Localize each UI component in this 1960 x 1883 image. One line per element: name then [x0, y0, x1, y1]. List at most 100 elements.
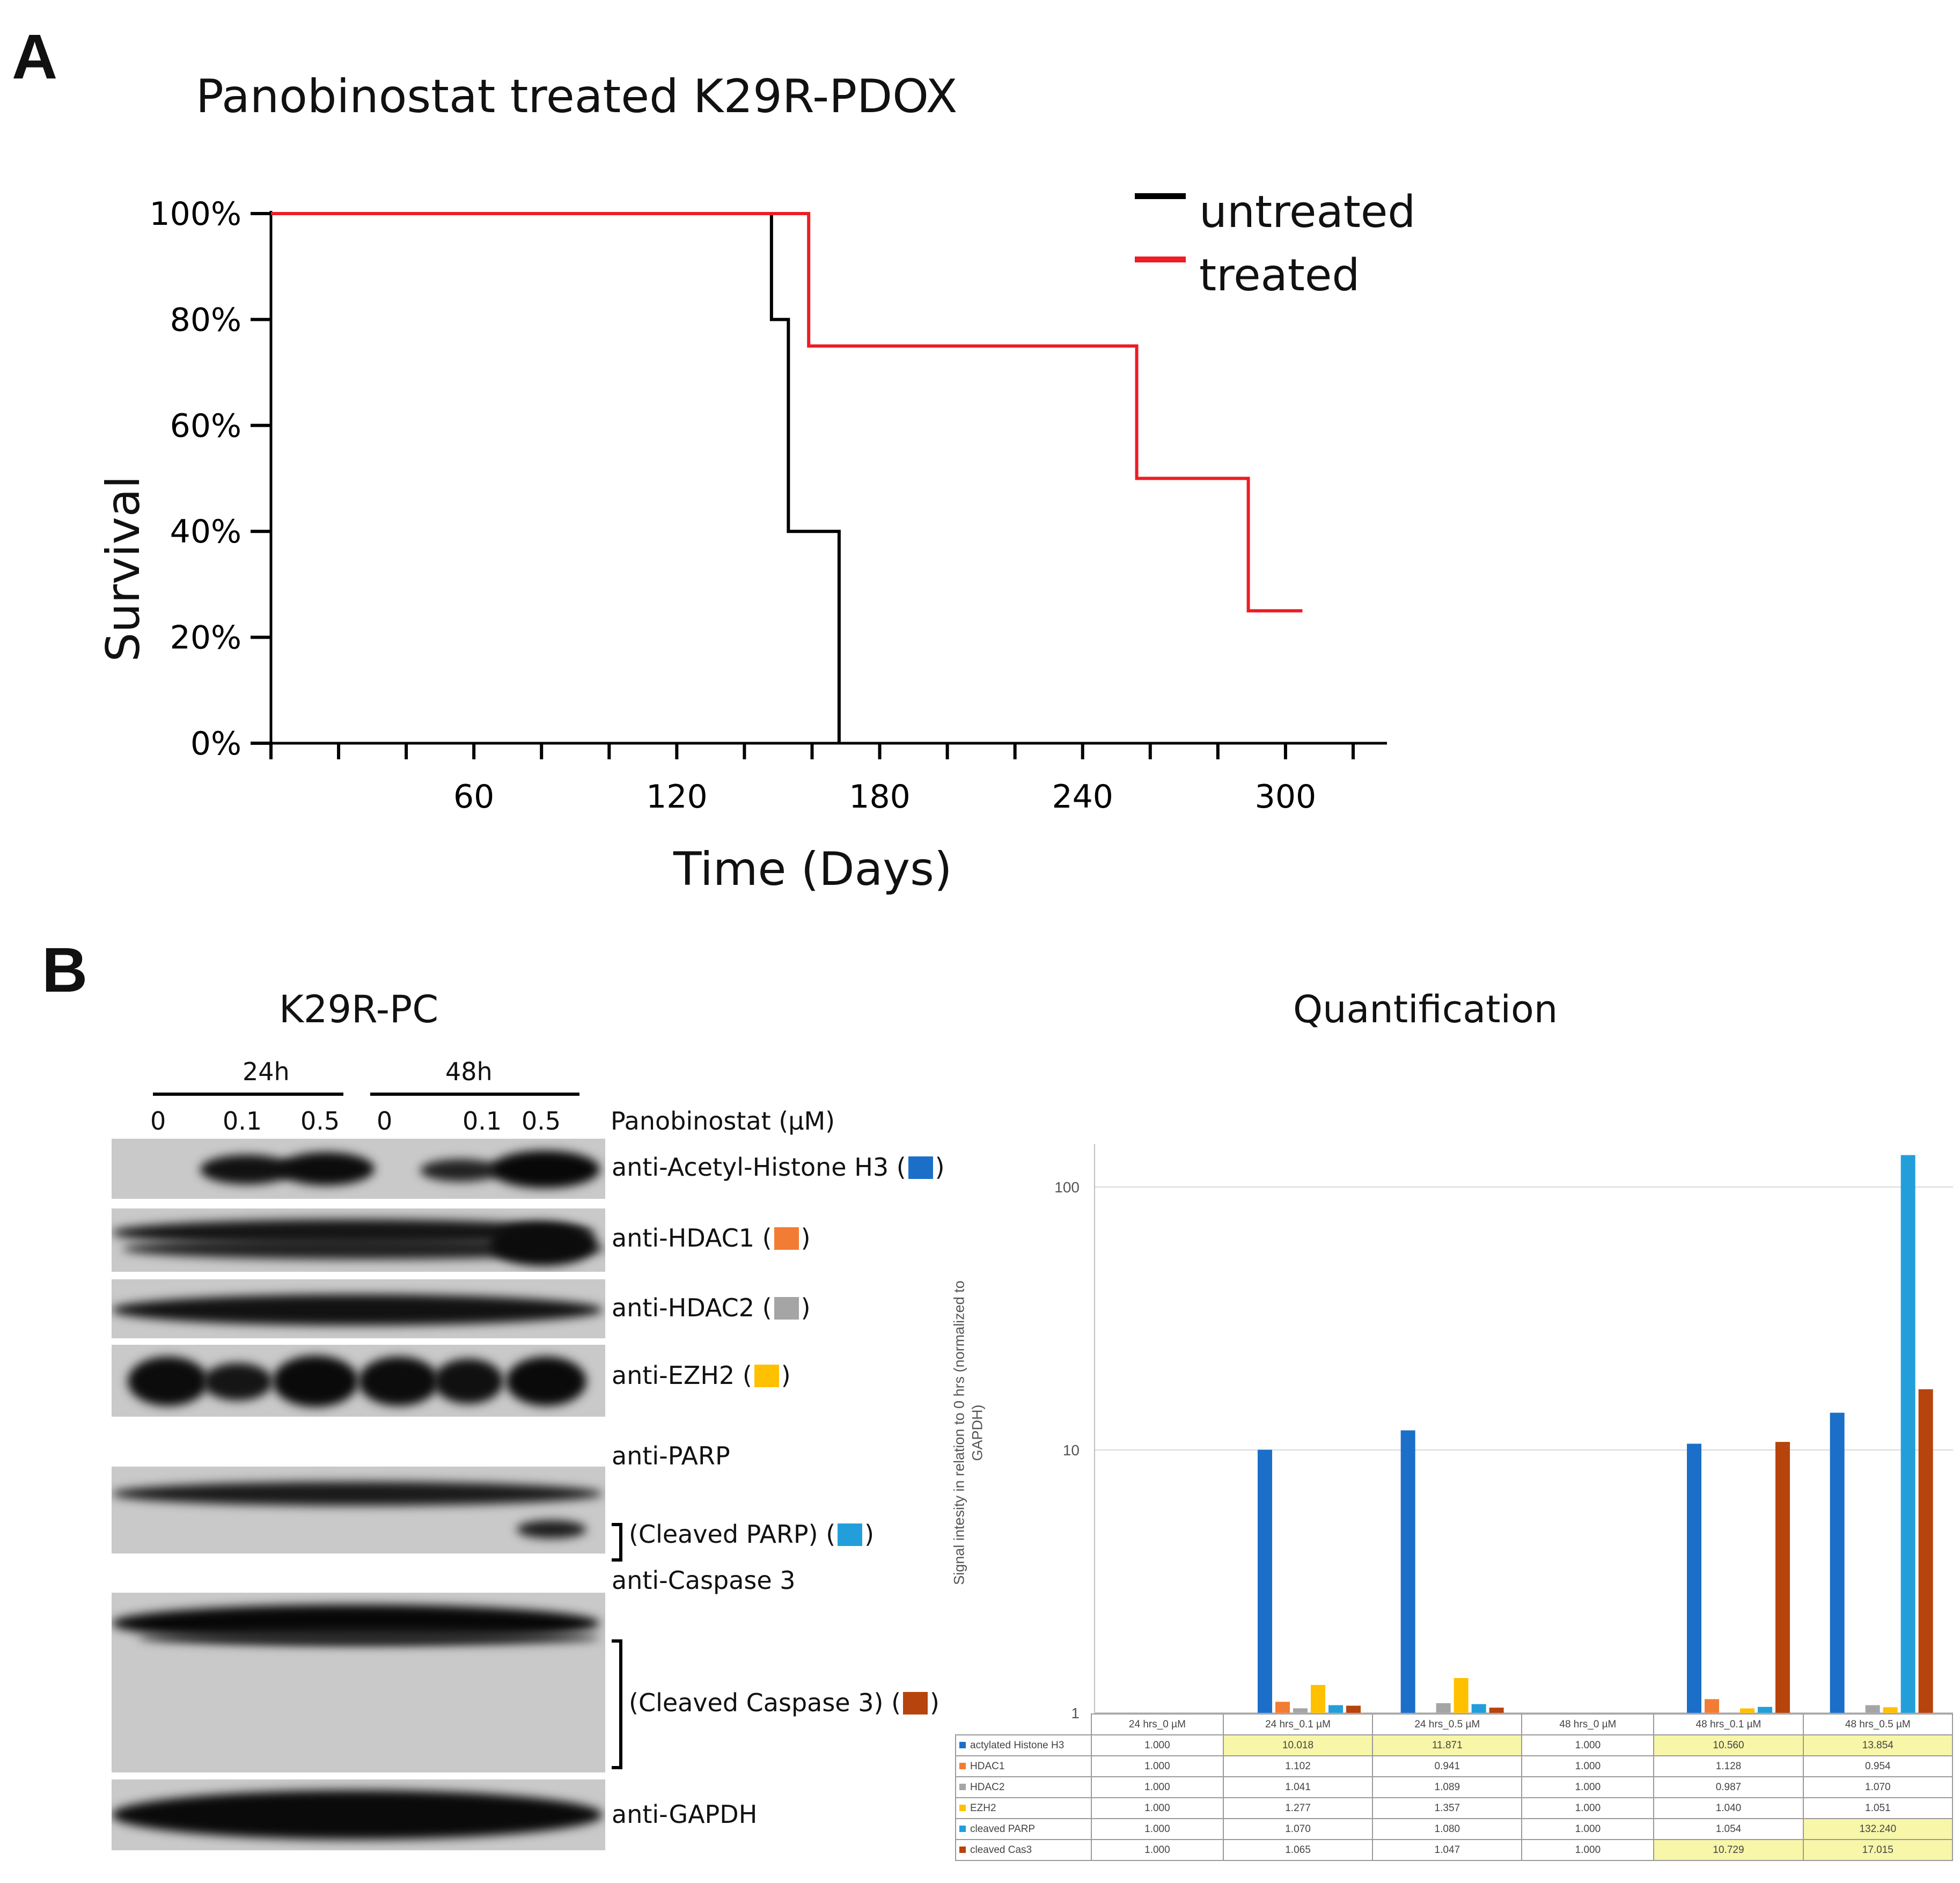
table-column-header: 24 hrs_0 µM — [1091, 1713, 1224, 1735]
bar-ezh2 — [1740, 1708, 1755, 1713]
blot-acetyl-h3 — [112, 1139, 605, 1199]
table-cell: 1.070 — [1222, 1818, 1374, 1840]
table-row: EZH2 1.000 1.277 1.357 1.000 1.040 1.051 — [955, 1797, 1954, 1819]
conc-label: 0.5 — [522, 1107, 561, 1135]
panel-letter-a: A — [12, 21, 58, 92]
bar-hdac2 — [1865, 1705, 1880, 1713]
table-cell: 10.018 — [1222, 1734, 1374, 1756]
antibody-label-gapdh: anti-GAPDH — [612, 1800, 758, 1829]
bracket-cleaved-caspase3 — [612, 1639, 622, 1769]
survival-line-treated — [271, 212, 1303, 613]
y-tick-label: 20% — [170, 619, 241, 657]
conc-label: 0.5 — [300, 1107, 340, 1135]
color-swatch — [774, 1297, 799, 1320]
table-cell: 1.000 — [1091, 1755, 1224, 1777]
table-row: HDAC2 1.000 1.041 1.089 1.000 0.987 1.070 — [955, 1776, 1954, 1798]
table-cell: 1.000 — [1091, 1776, 1224, 1798]
blot-title: K29R-PC — [279, 987, 439, 1031]
x-tick-label: 120 — [646, 778, 708, 816]
blot-hdac2 — [112, 1279, 605, 1338]
legend-swatch-untreated — [1135, 193, 1186, 199]
antibody-label-cleaved-parp: (Cleaved PARP) () — [629, 1520, 875, 1549]
table-cell: 1.040 — [1653, 1797, 1804, 1819]
table-row-label: HDAC2 — [955, 1776, 1092, 1798]
legend-label-treated: treated — [1199, 250, 1360, 301]
bar-ezh2 — [1311, 1684, 1325, 1713]
table-cell: 1.000 — [1091, 1818, 1224, 1840]
bar-cleaved-parp — [1328, 1705, 1343, 1713]
legend-label-untreated: untreated — [1199, 187, 1416, 238]
table-column-header: 48 hrs_0.5 µM — [1802, 1713, 1954, 1735]
y-tick-label: 0% — [190, 725, 241, 763]
survival-line-untreated — [271, 212, 841, 743]
series-color-square — [959, 1804, 966, 1811]
blot-ezh2 — [112, 1345, 605, 1417]
bar-cleaved-cas3 — [1489, 1708, 1504, 1713]
legend-swatch-treated — [1135, 257, 1186, 262]
table-column-header: 24 hrs_0.5 µM — [1372, 1713, 1523, 1735]
quant-y-axis-label: Signal intesity in relation to 0 hrs (no… — [951, 1280, 985, 1585]
bar-cleaved-cas3 — [1775, 1442, 1790, 1713]
color-swatch — [754, 1365, 779, 1387]
table-cell: 1.054 — [1653, 1818, 1804, 1840]
series-color-square — [959, 1741, 966, 1748]
conc-label: 0.1 — [223, 1107, 262, 1135]
table-cell: 0.954 — [1802, 1755, 1954, 1777]
survival-chart: 0% 20% 40% 60% 80% 100% 60 120 180 240 300 — [149, 195, 1387, 816]
blot-gapdh — [112, 1779, 605, 1850]
antibody-label-hdac2: anti-HDAC2 () — [612, 1293, 811, 1322]
color-swatch — [903, 1692, 928, 1715]
y-tick-label: 40% — [170, 513, 241, 551]
series-color-square — [959, 1825, 966, 1832]
table-row-label: cleaved PARP — [955, 1818, 1092, 1840]
conc-label: 0 — [377, 1107, 393, 1135]
table-cell: 1.277 — [1222, 1797, 1374, 1819]
time-label-48h: 48h — [445, 1057, 493, 1086]
time-label-24h: 24h — [243, 1057, 290, 1086]
bar-cleaved-parp — [1758, 1706, 1772, 1713]
color-swatch — [774, 1227, 799, 1250]
table-cell: 1.000 — [1521, 1839, 1655, 1861]
conc-label: 0 — [150, 1107, 166, 1135]
table-cell: 1.000 — [1521, 1818, 1655, 1840]
quantification-title: Quantification — [1293, 987, 1558, 1031]
table-row-label: EZH2 — [955, 1797, 1092, 1819]
blot-caspase3 — [112, 1593, 605, 1772]
y-axis-label: Survival — [97, 475, 150, 662]
table-row: actylated Histone H3 1.000 10.018 11.871 1.0… — [955, 1734, 1954, 1756]
chart-title: Panobinostat treated K29R-PDOX — [196, 70, 958, 123]
table-row: HDAC1 1.000 1.102 0.941 1.000 1.128 0.954 — [955, 1755, 1954, 1777]
conc-label: 0.1 — [463, 1107, 502, 1135]
bar-hdac1 — [1275, 1702, 1290, 1713]
color-swatch — [908, 1156, 933, 1179]
table-cell: 1.000 — [1091, 1734, 1224, 1756]
bracket-cleaved-parp — [612, 1523, 622, 1562]
antibody-label-parp: anti-PARP — [612, 1441, 730, 1470]
table-cell: 17.015 — [1802, 1839, 1954, 1861]
table-cell: 1.089 — [1372, 1776, 1523, 1798]
table-cell: 1.041 — [1222, 1776, 1374, 1798]
table-cell: 1.357 — [1372, 1797, 1523, 1819]
series-color-square — [959, 1762, 966, 1769]
x-tick-label: 300 — [1255, 778, 1317, 816]
antibody-label-caspase3: anti-Caspase 3 — [612, 1566, 796, 1595]
y-tick-label: 1 — [1071, 1705, 1080, 1721]
series-color-square — [959, 1846, 966, 1853]
bar-cleaved-cas3 — [1346, 1705, 1361, 1713]
bar-cleaved-cas3 — [1918, 1389, 1933, 1713]
table-cell: 1.102 — [1222, 1755, 1374, 1777]
x-tick-label: 60 — [453, 778, 494, 816]
table-cell: 1.128 — [1653, 1755, 1804, 1777]
table-column-header: 24 hrs_0.1 µM — [1222, 1713, 1374, 1735]
bar-ezh2 — [1883, 1707, 1898, 1713]
x-tick-label: 240 — [1052, 778, 1113, 816]
table-corner — [956, 1714, 1091, 1735]
bar-hdac1 — [1705, 1699, 1719, 1713]
bar-actylated-histone-h3 — [1830, 1412, 1845, 1713]
table-cell: 10.560 — [1653, 1734, 1804, 1756]
table-cell: 1.047 — [1372, 1839, 1523, 1861]
series-color-square — [959, 1783, 966, 1790]
table-cell: 0.987 — [1653, 1776, 1804, 1798]
y-tick-label: 60% — [170, 407, 241, 445]
table-cell: 1.070 — [1802, 1776, 1954, 1798]
